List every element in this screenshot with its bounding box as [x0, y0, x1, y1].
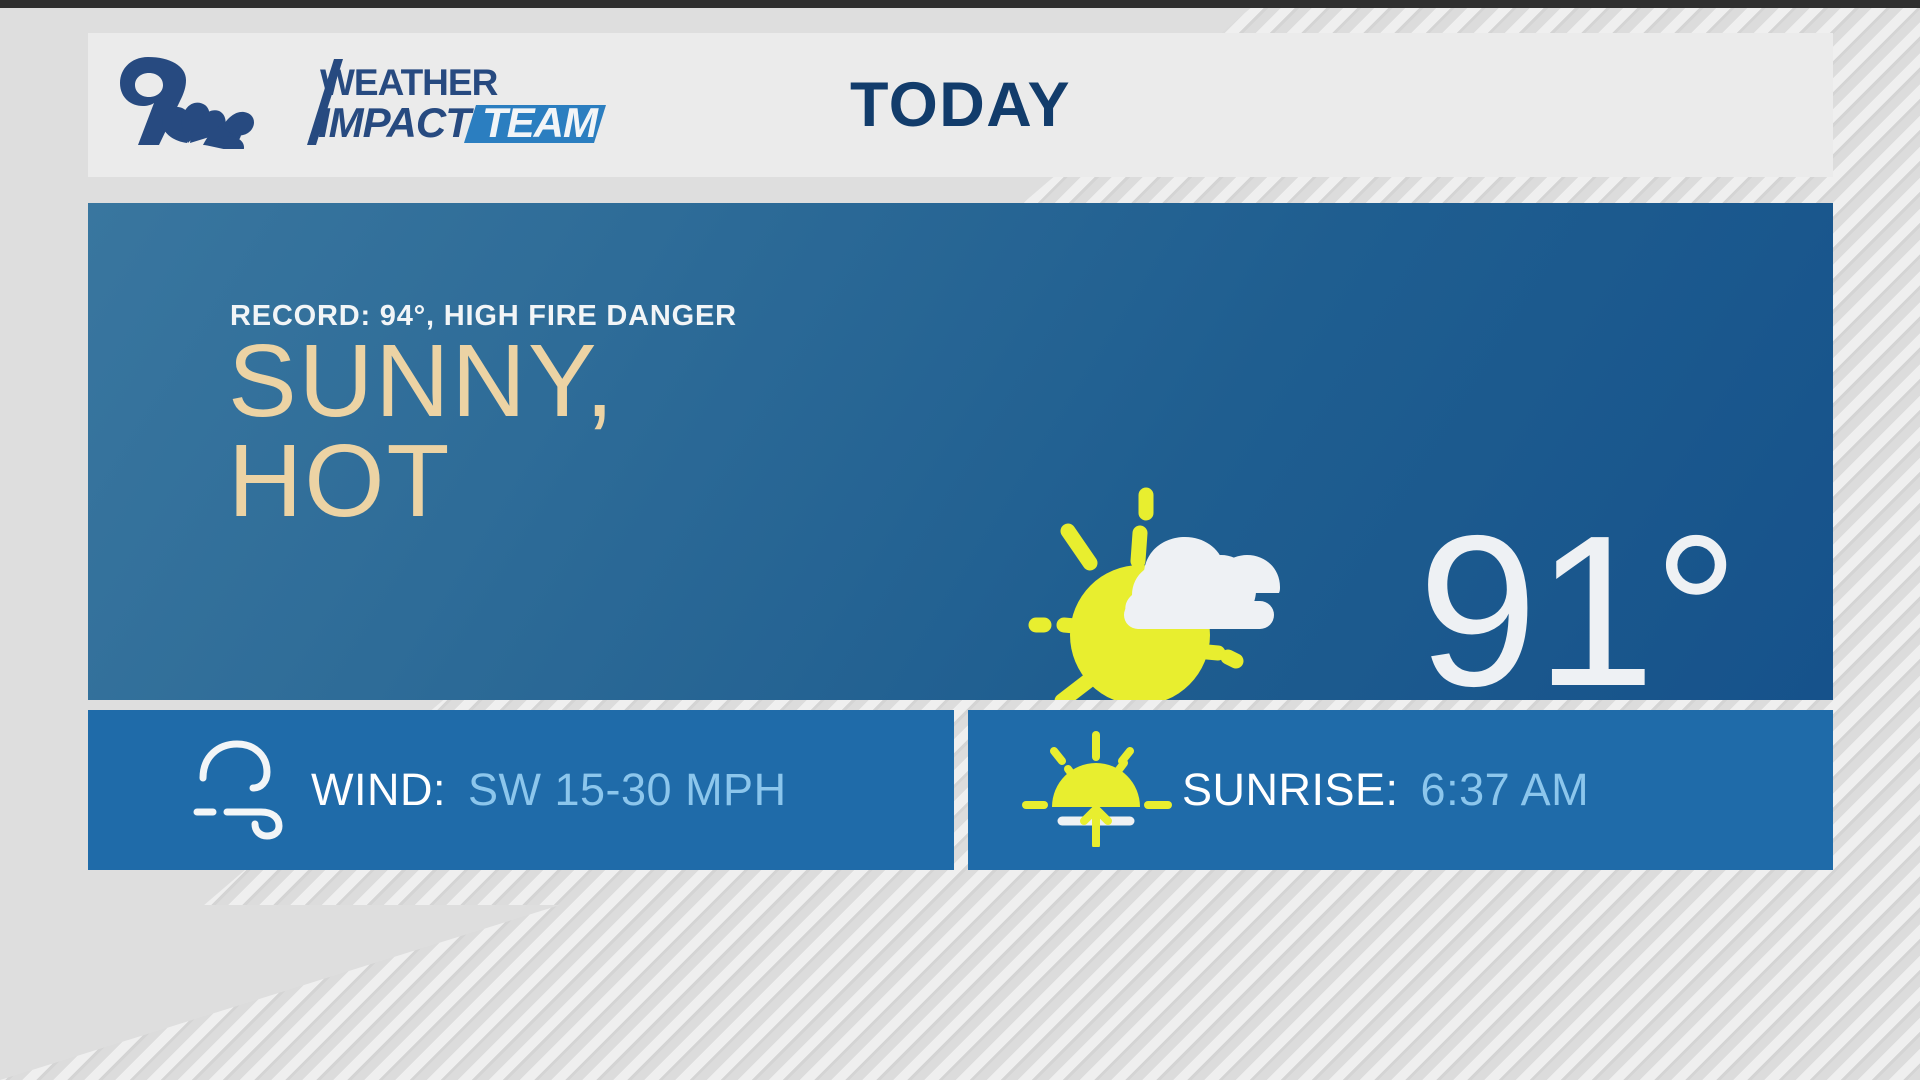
- forecast-panel: RECORD: 94°, HIGH FIRE DANGER SUNNY, HOT: [88, 203, 1833, 700]
- svg-text:TEAM: TEAM: [482, 99, 599, 145]
- svg-text:WEATHER: WEATHER: [320, 62, 498, 103]
- condition-line-1: SUNNY,: [228, 323, 616, 438]
- record-text: RECORD: 94°, HIGH FIRE DANGER: [230, 300, 737, 332]
- wind-label: WIND:: [311, 764, 446, 815]
- sunrise-label: SUNRISE:: [1182, 764, 1399, 815]
- header-panel: TODAY WEATHER IMPACT TEAM: [88, 33, 1833, 177]
- top-letterbox-bar: [0, 0, 1920, 8]
- wind-swirl-icon: [193, 736, 289, 845]
- condition-line-2: HOT: [228, 422, 452, 538]
- sunrise-value: 6:37 AM: [1420, 764, 1590, 815]
- condition-text: SUNNY, HOT: [228, 323, 616, 538]
- sunrise-icon: [1018, 729, 1178, 852]
- temperature-value: 91°: [1418, 490, 1739, 700]
- weather-impact-team-logo: WEATHER IMPACT TEAM: [307, 59, 606, 145]
- weather-icon: [1028, 483, 1358, 700]
- wind-value: SW 15-30 MPH: [467, 764, 787, 815]
- svg-text:IMPACT: IMPACT: [318, 99, 474, 145]
- stat-sunrise: SUNRISE: 6:37 AM: [968, 710, 1833, 870]
- brand-lockup: WEATHER IMPACT TEAM: [110, 55, 606, 149]
- stat-wind: WIND: SW 15-30 MPH: [88, 710, 954, 870]
- nbc-peacock-icon: [120, 57, 254, 149]
